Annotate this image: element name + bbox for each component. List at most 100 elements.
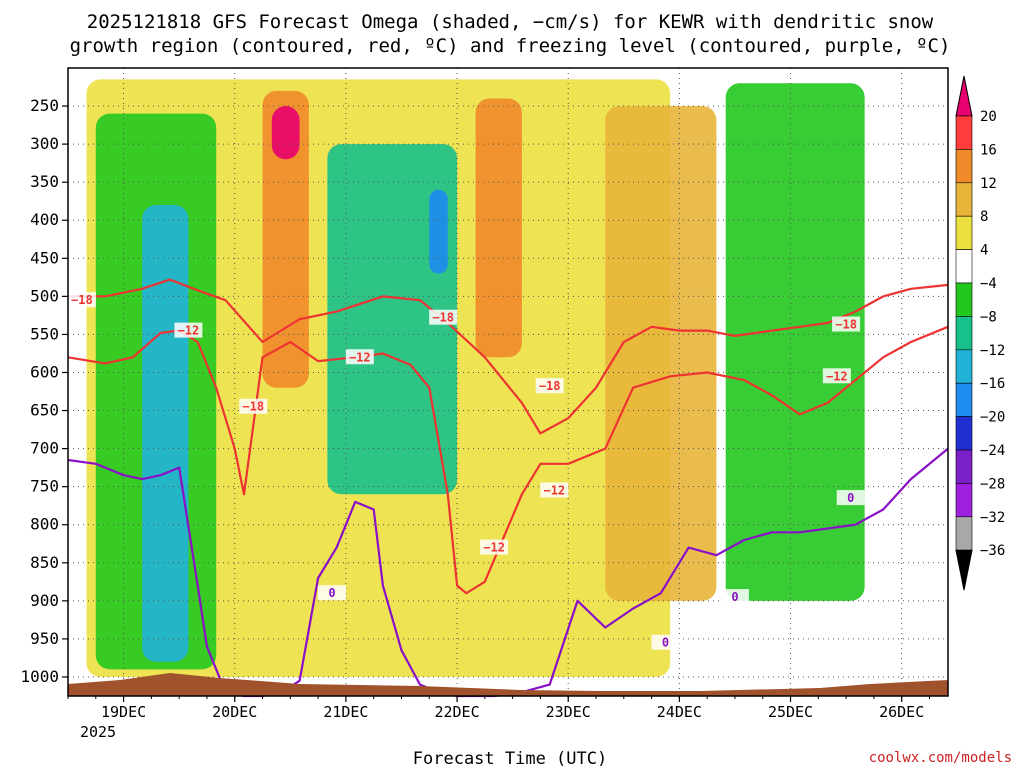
omega-shading (86, 79, 865, 677)
omega-region-3 (262, 90, 309, 388)
contour-label-4: −18 (432, 311, 454, 325)
y-tick-label-1000: 1000 (20, 667, 59, 686)
contour-label-9: −12 (826, 369, 848, 383)
colorbar-label-13: −36 (980, 543, 1005, 559)
colorbar-label-0: 20 (980, 109, 997, 125)
colorbar-swatch-4 (955, 215, 973, 250)
contour-label-2: −18 (242, 400, 264, 414)
contour-label-bg-6 (535, 378, 564, 394)
colorbar-swatch-7 (955, 316, 973, 351)
chart-title-line-2: growth region (contoured, red, ºC) and f… (70, 35, 951, 57)
y-tick-label-250: 250 (30, 96, 59, 115)
colorbar-swatch-2 (955, 149, 973, 184)
colorbar-label-5: −4 (980, 276, 997, 292)
x-tick-label-24DEC: 24DEC (657, 703, 702, 721)
contour-label-bg-1 (174, 322, 203, 338)
omega-region-8 (725, 83, 865, 601)
colorbar-swatch-9 (955, 382, 973, 417)
x-tick-label-26DEC: 26DEC (879, 703, 924, 721)
contour-label-bg-12 (651, 634, 680, 650)
contour-label-13: 0 (847, 491, 854, 505)
omega-region-9 (605, 106, 717, 601)
contour-label-1: −12 (178, 324, 200, 338)
contour-label-6: −18 (539, 379, 561, 393)
colorbar-swatch-13 (955, 516, 973, 551)
colorbar-label-2: 12 (980, 176, 997, 192)
colorbar-bottom-arrow (955, 549, 973, 591)
x-axis: 19DEC 20DEC 21DEC 22DEC 23DEC 24DEC 25DEC 26DEC (67, 696, 930, 721)
colorbar-label-3: 8 (980, 209, 988, 225)
y-tick-label-750: 750 (30, 477, 59, 496)
x-tick-label-21DEC: 21DEC (323, 703, 368, 721)
colorbar-label-12: −32 (980, 510, 1005, 526)
contour-label-bg-3 (345, 349, 374, 365)
colorbar-label-7: −12 (980, 343, 1005, 359)
colorbar-swatch-11 (955, 449, 973, 484)
contour-label-bg-4 (429, 309, 458, 325)
x-tick-label-25DEC: 25DEC (768, 703, 813, 721)
contour-dendritic-growth-bottom (67, 325, 949, 595)
omega-region-2 (142, 205, 189, 662)
y-tick-label-900: 900 (30, 591, 59, 610)
gridlines (68, 68, 948, 696)
contour-label-bg-0 (67, 292, 96, 308)
y-tick-label-700: 700 (30, 439, 59, 458)
x-tick-label-22DEC: 22DEC (434, 703, 479, 721)
credit-text: coolwx.com/models (869, 750, 1012, 766)
y-tick-label-400: 400 (30, 210, 59, 229)
colorbar-swatch-10 (955, 416, 973, 451)
chart-title-line-1: 2025121818 GFS Forecast Omega (shaded, −… (87, 11, 934, 33)
colorbar-label-8: −16 (980, 376, 1005, 392)
y-tick-label-650: 650 (30, 401, 59, 420)
contour-label-11: 0 (731, 590, 738, 604)
contour-label-7: −12 (543, 483, 565, 497)
plot-border (67, 67, 949, 697)
x-tick-label-19DEC: 19DEC (101, 703, 146, 721)
ground-terrain (68, 673, 948, 696)
contour-label-bg-10 (318, 585, 346, 601)
omega-region-4 (271, 106, 300, 160)
x-axis-year: 2025 (80, 723, 116, 741)
plot-area: −18 −12 −18 −12 −18 −12 −18 −12 −18 −12 0 0 0 0 (67, 67, 949, 698)
colorbar-swatch-3 (955, 182, 973, 217)
contour-label-bg-13 (836, 490, 865, 506)
contour-labels: −18 −12 −18 −12 −18 −12 −18 −12 −18 −12 0 0 0 0 (67, 292, 865, 650)
colorbar-swatch-6 (955, 282, 973, 317)
omega-region-5 (327, 144, 458, 495)
colorbar-label-10: −24 (980, 443, 1005, 459)
colorbar-swatch-12 (955, 483, 973, 518)
y-tick-label-600: 600 (30, 362, 59, 381)
omega-region-6 (429, 189, 448, 274)
x-tick-label-20DEC: 20DEC (212, 703, 257, 721)
y-tick-label-550: 550 (30, 324, 59, 343)
contour-label-bg-11 (720, 589, 749, 605)
y-tick-label-300: 300 (30, 134, 59, 153)
y-tick-label-950: 950 (30, 629, 59, 648)
colorbar-swatch-1 (955, 115, 973, 150)
contour-label-bg-9 (822, 368, 851, 384)
y-tick-label-350: 350 (30, 172, 59, 191)
contour-label-0: −18 (71, 293, 93, 307)
y-tick-label-500: 500 (30, 286, 59, 305)
contour-label-bg-5 (480, 539, 509, 555)
contour-label-8: −18 (835, 318, 857, 332)
x-tick-label-23DEC: 23DEC (546, 703, 591, 721)
x-axis-label: Forecast Time (UTC) (413, 749, 607, 768)
contour-dendritic-growth-top (68, 278, 949, 435)
colorbar-label-1: 16 (980, 142, 997, 158)
colorbar-top-arrow (955, 75, 973, 117)
colorbar: 20 16 12 8 4 −4 −8 −12 −16 −20 −24 −28 −32 −36 (955, 75, 1005, 591)
contour-label-3: −12 (349, 350, 371, 364)
colorbar-swatch-8 (955, 349, 973, 384)
colorbar-label-11: −28 (980, 476, 1005, 492)
y-tick-label-850: 850 (30, 553, 59, 572)
contour-label-bg-8 (832, 316, 861, 332)
colorbar-swatch-5 (955, 249, 973, 284)
contour-label-5: −12 (483, 541, 505, 555)
contour-label-bg-7 (540, 482, 569, 498)
contour-label-10: 0 (328, 586, 335, 600)
contour-label-12: 0 (662, 636, 669, 650)
y-axis: 250 300 350 400 450 500 550 600 650 700 750 800 850 9… (20, 96, 68, 686)
y-tick-label-450: 450 (30, 248, 59, 267)
